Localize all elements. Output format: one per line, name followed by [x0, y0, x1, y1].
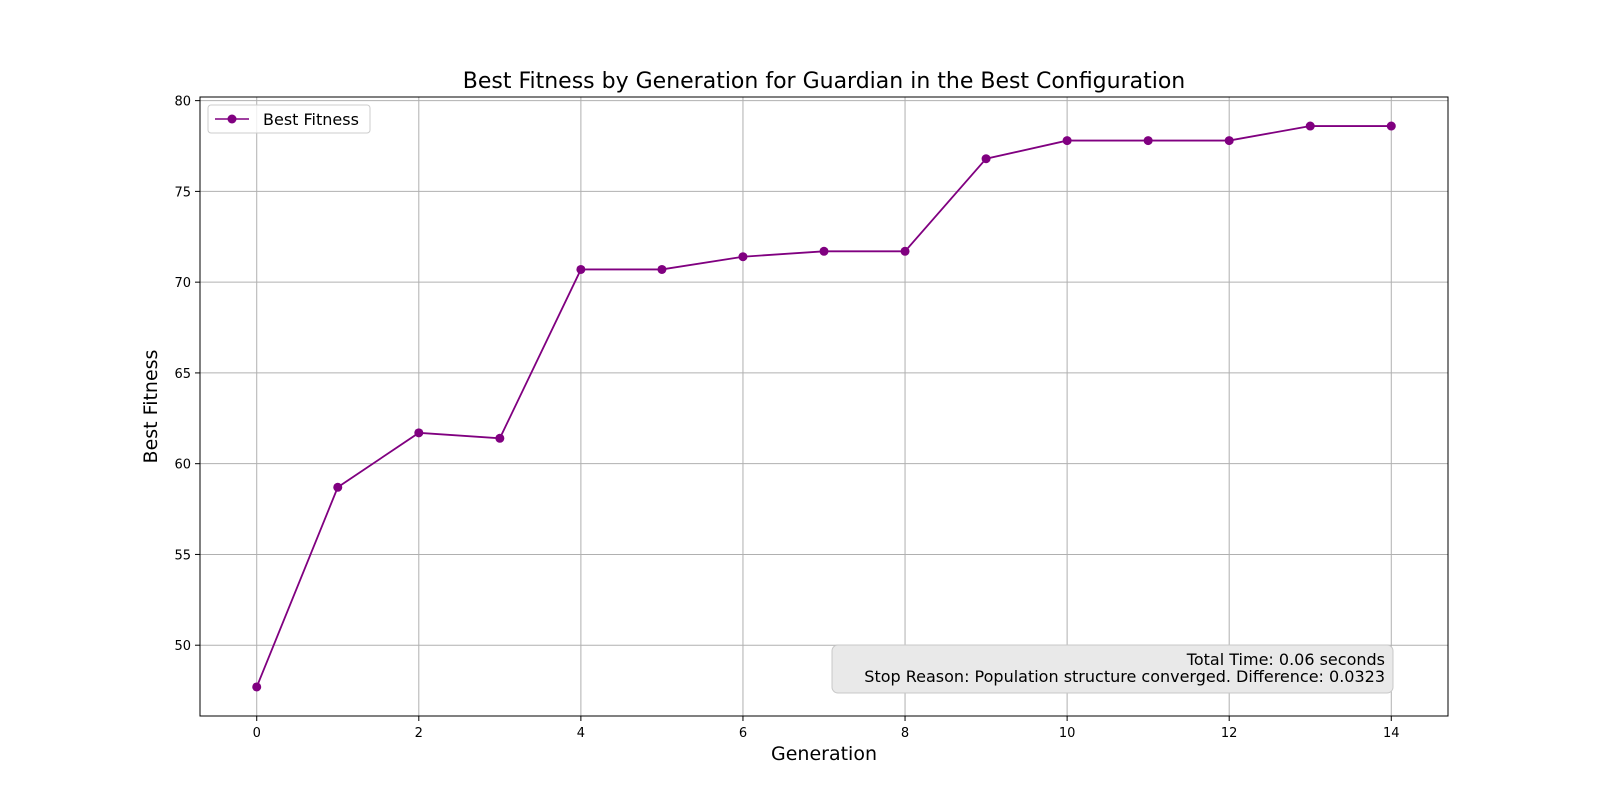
- series-layer: [252, 121, 1396, 692]
- axis-ticks: 0 2 4 6 8 10 12 14 50 55 60 65 70 75 80: [174, 95, 1399, 741]
- stats-annotation: Total Time: 0.06 seconds Stop Reason: Po…: [831, 644, 1394, 694]
- y-axis-label: Best Fitness: [140, 350, 162, 464]
- plot-frame: [199, 96, 1449, 717]
- x-tick-label: 4: [577, 726, 585, 741]
- annotation-stop-reason: Stop Reason: Population structure conver…: [864, 667, 1385, 686]
- data-point: [414, 428, 424, 438]
- legend-marker-swatch: [227, 114, 237, 124]
- y-tick-label: 80: [174, 95, 191, 110]
- x-axis-label: Generation: [771, 743, 877, 765]
- data-point: [819, 246, 829, 256]
- x-tick-label: 12: [1221, 726, 1238, 741]
- data-point: [495, 433, 505, 443]
- x-tick-label: 8: [901, 726, 909, 741]
- x-tick-label: 0: [253, 726, 261, 741]
- legend: Best Fitness: [207, 104, 371, 134]
- data-point: [576, 264, 586, 274]
- data-point: [333, 482, 343, 492]
- legend-box: [207, 104, 371, 134]
- x-tick-label: 10: [1059, 726, 1076, 741]
- data-point: [657, 264, 667, 274]
- annotation-total-time: Total Time: 0.06 seconds: [1186, 650, 1385, 669]
- data-point: [252, 682, 262, 692]
- x-tick-label: 14: [1383, 726, 1400, 741]
- y-tick-label: 55: [174, 548, 191, 563]
- data-point: [1143, 136, 1153, 146]
- data-point: [1224, 136, 1234, 146]
- data-point: [1305, 121, 1315, 131]
- data-point: [1062, 136, 1072, 146]
- annotation-box: [831, 644, 1394, 694]
- y-tick-label: 60: [174, 458, 191, 473]
- series-line: [255, 125, 1392, 688]
- x-tick-label: 2: [415, 726, 423, 741]
- grid: [200, 97, 1448, 716]
- y-tick-label: 65: [174, 367, 191, 382]
- y-tick-label: 50: [174, 639, 191, 654]
- legend-label: Best Fitness: [263, 110, 359, 129]
- y-tick-label: 70: [174, 276, 191, 291]
- data-point: [1386, 121, 1396, 131]
- chart-title: Best Fitness by Generation for Guardian …: [463, 69, 1186, 94]
- data-point: [900, 246, 910, 256]
- y-tick-label: 75: [174, 185, 191, 200]
- x-tick-label: 6: [739, 726, 747, 741]
- data-point: [738, 252, 748, 262]
- data-point: [981, 154, 991, 164]
